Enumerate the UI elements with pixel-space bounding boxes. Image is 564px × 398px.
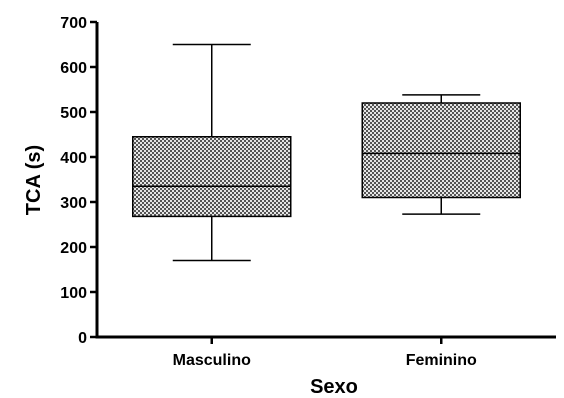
iqr-box <box>361 102 521 199</box>
y-axis-title: TCA (s) <box>23 145 45 215</box>
x-tick-label: Masculino <box>173 352 251 369</box>
y-tick-label: 0 <box>78 330 87 347</box>
boxes <box>132 43 521 262</box>
y-tick-label: 500 <box>60 105 87 122</box>
x-tick-label: Feminino <box>406 352 477 369</box>
y-tick-label: 400 <box>60 150 87 167</box>
y-tick-label: 600 <box>60 60 87 77</box>
y-tick-label: 100 <box>60 285 87 302</box>
axes: 0 100 200 300 400 500 600 700 Masculino Feminino <box>60 15 556 369</box>
box-feminino <box>361 94 521 215</box>
y-tick-label: 300 <box>60 195 87 212</box>
box-masculino <box>132 43 292 262</box>
iqr-box <box>132 136 292 218</box>
y-tick-label: 700 <box>60 15 87 32</box>
y-tick-label: 200 <box>60 240 87 257</box>
x-axis-title: Sexo <box>310 376 358 398</box>
